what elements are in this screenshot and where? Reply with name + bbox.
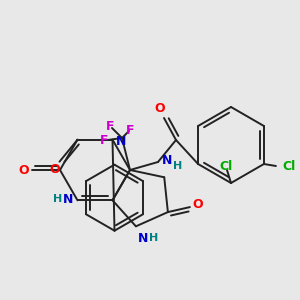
- Text: H: H: [173, 161, 182, 171]
- Text: F: F: [100, 134, 108, 146]
- Text: N: N: [162, 154, 172, 166]
- Text: H: H: [53, 194, 62, 204]
- Text: O: O: [19, 164, 29, 176]
- Text: N: N: [63, 193, 74, 206]
- Text: Cl: Cl: [219, 160, 232, 173]
- Text: O: O: [49, 163, 60, 176]
- Text: Cl: Cl: [282, 160, 295, 172]
- Text: N: N: [116, 135, 126, 148]
- Text: O: O: [193, 198, 203, 211]
- Text: H: H: [149, 233, 158, 243]
- Text: F: F: [126, 124, 134, 136]
- Text: F: F: [106, 119, 114, 133]
- Text: N: N: [138, 232, 148, 245]
- Text: O: O: [155, 101, 165, 115]
